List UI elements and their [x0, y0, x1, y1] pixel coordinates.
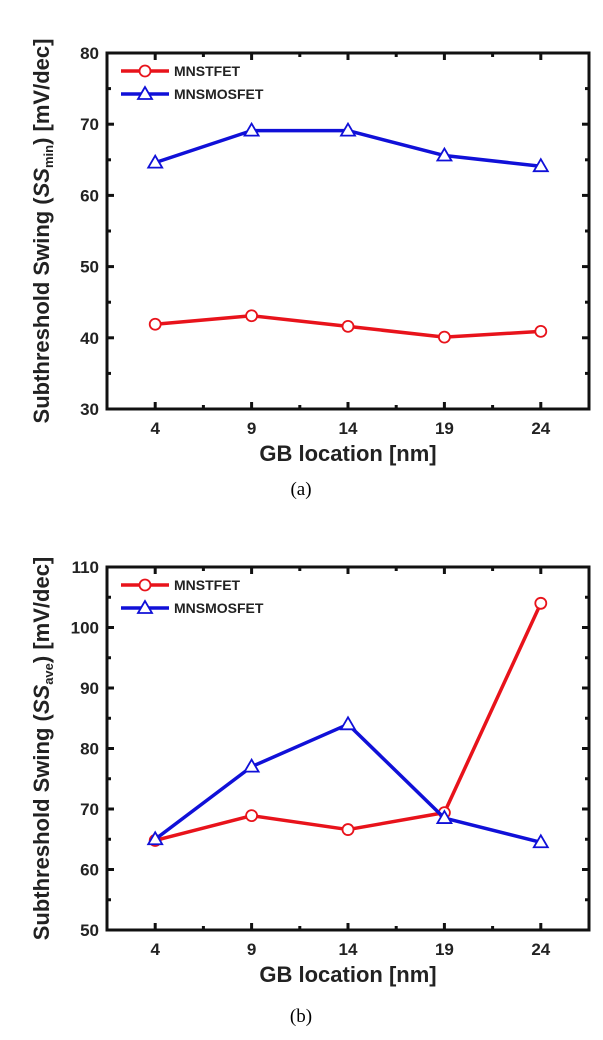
y-tick-label: 60	[80, 186, 99, 205]
data-point-triangle	[532, 157, 550, 173]
figure-caption: (b)	[290, 1006, 312, 1027]
data-point-circle	[341, 320, 355, 333]
y-axis-label: Subthreshold Swing (SSave) [mV/dec]	[29, 557, 56, 941]
x-tick-label: 24	[531, 940, 550, 959]
x-tick-label: 9	[247, 940, 256, 959]
y-tick-label: 110	[72, 558, 99, 577]
legend-label: MNSMOSFET	[174, 86, 264, 102]
plot-frame	[105, 565, 591, 932]
x-tick-label: 14	[339, 419, 358, 438]
y-axis-label-part: SS	[29, 168, 54, 198]
x-axis-label: GB location [nm]	[259, 441, 436, 466]
data-point-triangle	[136, 599, 154, 614]
y-axis-label-part: ) [mV/dec]	[29, 39, 54, 145]
x-tick-label: 14	[339, 940, 358, 959]
legend-label: MNSTFET	[174, 63, 241, 79]
y-tick-label: 80	[80, 740, 99, 759]
y-tick-label: 40	[80, 329, 99, 348]
chart-panel-a: 30 40 50 60 70 80 4 9 14 19 24 GB location [nm] Subt…	[29, 39, 591, 500]
data-point-circle	[534, 324, 548, 338]
data-point-triangle	[146, 153, 164, 169]
data-point-circle	[534, 596, 548, 610]
y-tick-label: 90	[80, 679, 99, 698]
y-tick-label: 100	[71, 619, 99, 638]
data-point-triangle	[146, 830, 164, 846]
y-axis-label-part: SS	[29, 684, 54, 714]
x-tick-label: 4	[150, 419, 160, 438]
y-axis-label-part: Subthreshold Swing (	[29, 197, 54, 424]
data-point-circle	[148, 317, 162, 331]
x-tick-label: 19	[435, 940, 454, 959]
data-point-triangle	[435, 146, 453, 162]
data-point-triangle	[339, 121, 357, 137]
y-axis-label-part: Subthreshold Swing (	[29, 713, 54, 940]
plot-frame	[105, 51, 591, 411]
data-point-triangle	[339, 715, 357, 731]
data-point-circle	[437, 330, 451, 344]
data-point-circle	[245, 309, 259, 323]
y-tick-label: 60	[80, 861, 99, 880]
y-tick-label: 80	[80, 44, 99, 63]
data-point-triangle	[532, 833, 550, 849]
legend-label: MNSMOSFET	[174, 600, 264, 616]
data-point-triangle	[243, 757, 261, 773]
data-point-triangle	[435, 809, 453, 824]
x-axis-label: GB location [nm]	[259, 962, 436, 987]
data-point-circle	[138, 64, 152, 78]
y-tick-label: 30	[80, 400, 99, 419]
y-tick-label: 70	[80, 800, 99, 819]
y-tick-label: 50	[80, 258, 99, 277]
data-point-circle	[138, 578, 152, 592]
chart-panel-b: 50 60 70 80 90 100 110 4 9 14 19 24 GB location [nm]…	[29, 557, 591, 1027]
figure-caption: (a)	[290, 479, 311, 500]
y-axis-label-part: min	[41, 145, 56, 168]
data-point-triangle	[243, 121, 261, 137]
data-point-circle	[341, 823, 355, 836]
y-tick-label: 50	[80, 921, 99, 940]
legend-label: MNSTFET	[174, 577, 241, 593]
x-tick-label: 24	[531, 419, 550, 438]
x-tick-label: 4	[150, 940, 160, 959]
y-tick-label: 70	[80, 115, 99, 134]
x-tick-label: 19	[435, 419, 454, 438]
data-point-circle	[245, 809, 259, 823]
data-point-triangle	[136, 85, 154, 100]
y-axis-label: Subthreshold Swing (SSmin) [mV/dec]	[29, 39, 56, 424]
y-axis-label-part: ) [mV/dec]	[29, 557, 54, 663]
y-axis-label-part: ave	[41, 663, 56, 685]
x-tick-label: 9	[247, 419, 256, 438]
